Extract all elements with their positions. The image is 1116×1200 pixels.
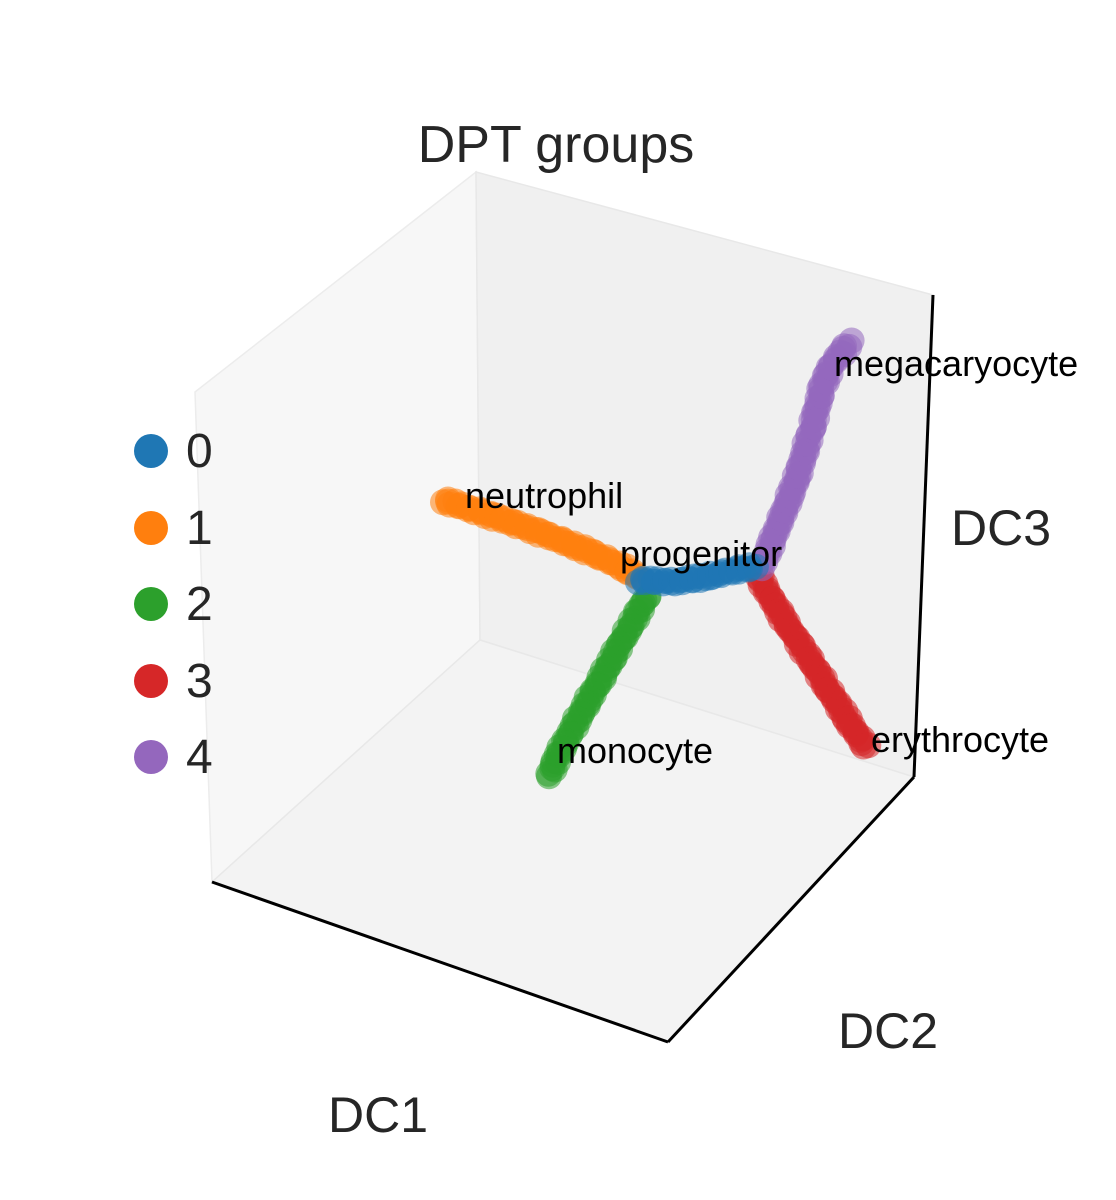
point-group-2-69 — [536, 763, 562, 790]
dc3-axis-line — [912, 294, 935, 778]
branch-label-neutrophil: neutrophil — [465, 475, 623, 516]
branch-label-progenitor: progenitor — [620, 533, 782, 574]
legend: 0 1 2 3 4 — [134, 425, 213, 784]
legend-label-0: 0 — [186, 425, 213, 478]
legend-marker-2 — [134, 587, 168, 621]
legend-marker-3 — [134, 664, 168, 698]
point-group-0-40 — [742, 553, 769, 580]
branch-label-monocyte: monocyte — [557, 730, 713, 771]
branch-label-erythrocyte: erythrocyte — [871, 719, 1049, 760]
dc1-axis-line — [211, 880, 669, 1044]
y-axis-title: DC2 — [838, 1003, 938, 1059]
dc2-axis-line — [666, 775, 916, 1044]
point-group-4-81 — [838, 327, 865, 354]
legend-label-4: 4 — [186, 731, 213, 784]
x-axis-title: DC1 — [328, 1087, 428, 1143]
chart-title: DPT groups — [418, 116, 695, 174]
legend-marker-1 — [134, 511, 168, 545]
z-axis-title: DC3 — [951, 500, 1051, 556]
scatter-points — [430, 327, 882, 790]
branch-label-megacaryocyte: megacaryocyte — [834, 343, 1078, 384]
legend-label-2: 2 — [186, 578, 213, 631]
point-group-3-68 — [855, 732, 882, 759]
legend-label-1: 1 — [186, 502, 213, 555]
legend-marker-0 — [134, 434, 168, 468]
legend-marker-4 — [134, 740, 168, 774]
legend-label-3: 3 — [186, 655, 213, 708]
